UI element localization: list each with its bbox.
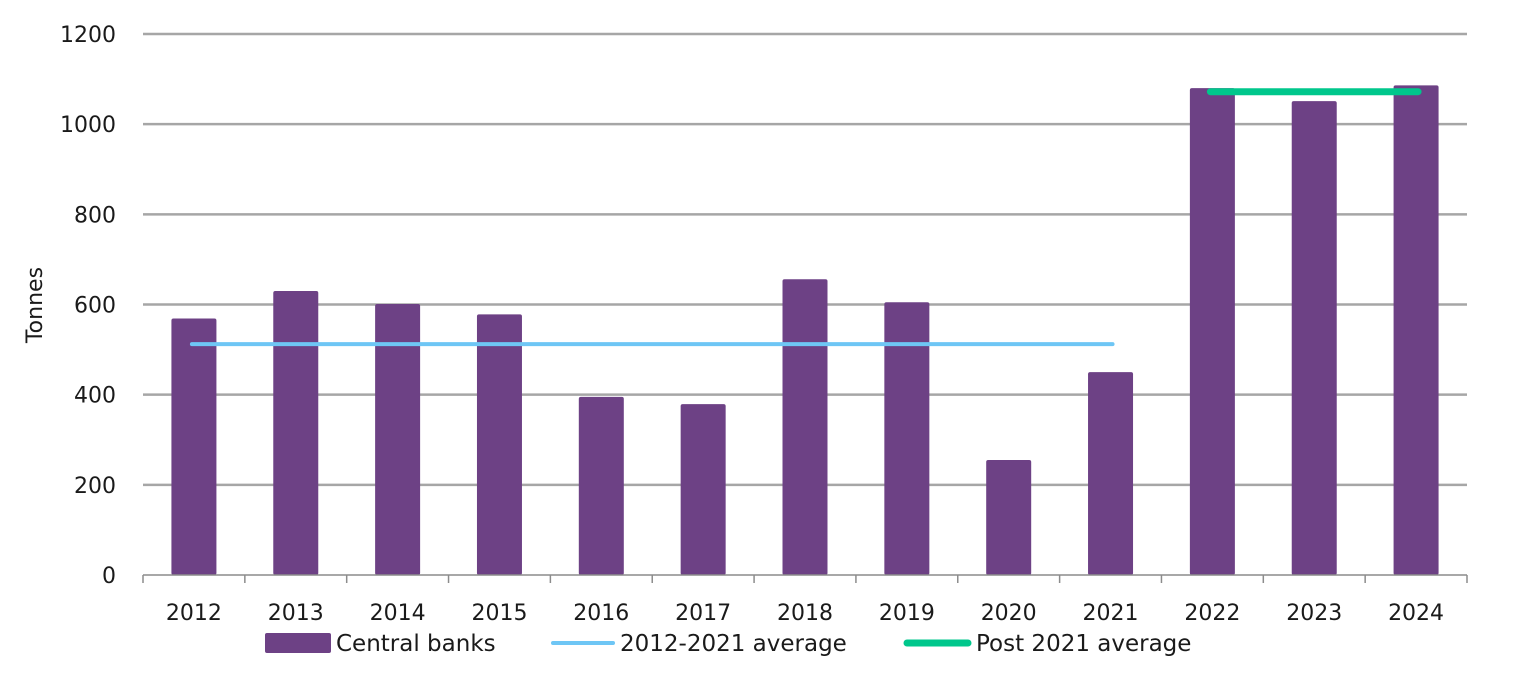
- y-tick-label: 1000: [60, 113, 116, 138]
- x-tick-label: 2016: [573, 601, 629, 626]
- legend-swatch-central-banks: [265, 633, 331, 653]
- x-tick-label: 2023: [1286, 601, 1342, 626]
- x-axis: 2012 2013 2014 2015 2016 2017 2018 2019 2020 2021…: [142, 574, 1468, 626]
- x-tick-label: 2014: [370, 601, 426, 626]
- x-tick-label: 2013: [268, 601, 324, 626]
- bar-2018: [782, 279, 828, 575]
- bars: [171, 85, 1439, 576]
- x-tick-label: 2019: [879, 601, 935, 626]
- x-tick-label: 2022: [1184, 601, 1240, 626]
- y-tick-label: 800: [74, 203, 116, 228]
- bar-2015: [476, 314, 522, 575]
- bar-2022: [1189, 88, 1235, 575]
- x-tick-label: 2017: [675, 601, 731, 626]
- bar-2024: [1393, 85, 1439, 576]
- x-tick-label: 2018: [777, 601, 833, 626]
- bar-2012: [171, 318, 217, 575]
- y-axis: 0 200 400 600 800 1000 1200: [60, 23, 116, 589]
- y-axis-title: Tonnes: [23, 267, 48, 344]
- y-tick-label: 600: [74, 294, 116, 319]
- bar-2020: [986, 460, 1032, 575]
- bar-2014: [375, 304, 421, 575]
- x-tick-label: 2021: [1083, 601, 1139, 626]
- legend-label-post-2021-average: Post 2021 average: [976, 631, 1191, 657]
- y-tick-label: 0: [102, 564, 116, 589]
- bar-2021: [1088, 372, 1134, 575]
- x-tick-label: 2012: [166, 601, 222, 626]
- y-tick-label: 1200: [60, 23, 116, 48]
- x-tick-label: 2015: [471, 601, 527, 626]
- x-tick-label: 2020: [981, 601, 1037, 626]
- legend-label-central-banks: Central banks: [336, 631, 496, 657]
- legend: Central banks 2012-2021 average Post 2021 …: [265, 631, 1191, 657]
- legend-label-2012-2021-average: 2012-2021 average: [620, 631, 847, 657]
- y-tick-label: 400: [74, 384, 116, 409]
- bar-2023: [1291, 101, 1337, 575]
- y-tick-label: 200: [74, 474, 116, 499]
- bar-2013: [273, 290, 319, 575]
- average-lines: [189, 88, 1422, 347]
- bar-2016: [578, 396, 624, 575]
- bar-2017: [680, 404, 726, 575]
- bar-2019: [884, 302, 930, 575]
- x-tick-label: 2024: [1388, 601, 1444, 626]
